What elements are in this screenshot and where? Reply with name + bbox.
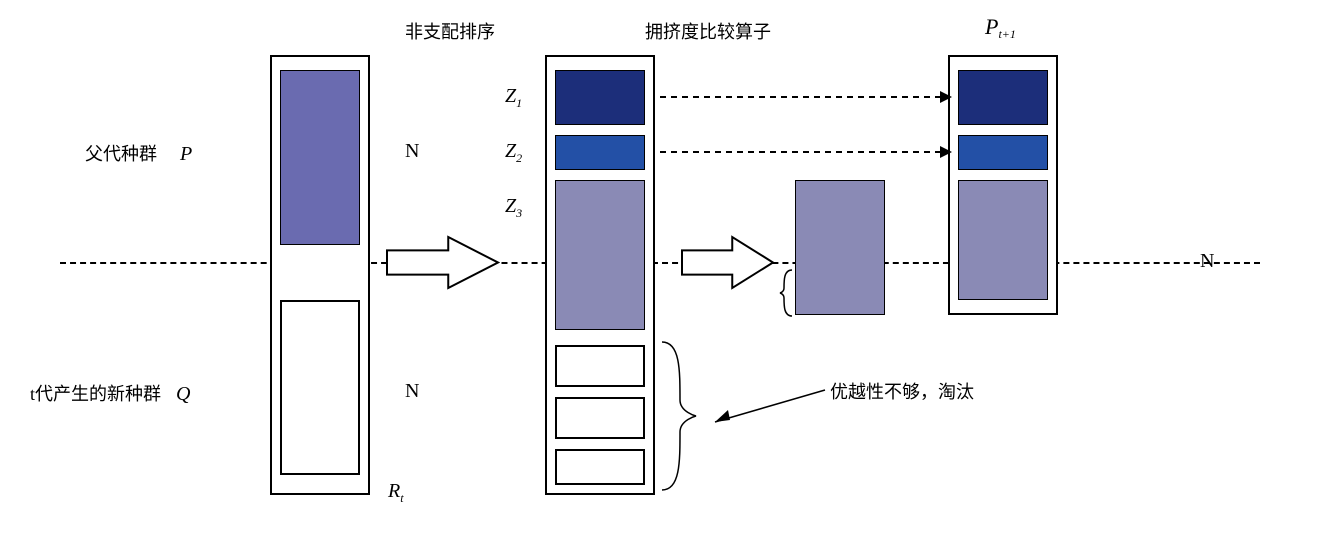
- truncated-block: [795, 180, 885, 315]
- label-Rt: Rt: [388, 480, 404, 506]
- col1-offspring-block: [280, 300, 360, 475]
- label-N-bottom-text: N: [405, 380, 419, 402]
- label-offspring-text: t代产生的新种群: [30, 384, 161, 404]
- label-Z1: Z1: [505, 85, 522, 111]
- label-Z2-Z: Z: [505, 140, 516, 162]
- col3-front2-block: [958, 135, 1048, 170]
- header-sort-text: 非支配排序: [405, 22, 495, 42]
- col1-parent-block: [280, 70, 360, 245]
- label-P: P: [180, 143, 192, 165]
- arrow-sort: [385, 235, 500, 290]
- label-offspring-pop: t代产生的新种群 Q: [30, 380, 190, 406]
- header-pnext-sub: t+1: [998, 27, 1015, 41]
- brace-discard-z3: [778, 268, 796, 318]
- label-N-right: N: [1200, 250, 1214, 273]
- label-parent-pop: 父代种群 P: [85, 140, 192, 166]
- col2-empty1-block: [555, 345, 645, 387]
- label-Z1-Z: Z: [505, 85, 516, 107]
- label-Z3-Z: Z: [505, 195, 516, 217]
- col3-front1-block: [958, 70, 1048, 125]
- header-pnext: Pt+1: [985, 14, 1016, 42]
- label-N-top: N: [405, 140, 419, 163]
- label-Z1-sub: 1: [516, 96, 522, 110]
- label-eliminated-text: 优越性不够，淘汰: [830, 382, 974, 402]
- arrow-eliminated: [700, 380, 830, 430]
- col2-front2-block: [555, 135, 645, 170]
- col2-front3-block: [555, 180, 645, 330]
- header-pnext-P: P: [985, 14, 998, 39]
- brace-eliminated: [660, 340, 700, 492]
- dashed-arrow-z1: [660, 89, 952, 105]
- header-crowd-text: 拥挤度比较算子: [645, 22, 771, 42]
- midline-dash: [60, 262, 1260, 264]
- label-Q: Q: [176, 383, 190, 405]
- col2-empty2-block: [555, 397, 645, 439]
- label-Rt-sub: t: [400, 491, 403, 505]
- dashed-arrow-z2: [660, 144, 952, 160]
- label-parent-text: 父代种群: [85, 144, 157, 164]
- header-crowd: 拥挤度比较算子: [645, 18, 771, 44]
- label-Z2-sub: 2: [516, 151, 522, 165]
- label-eliminated: 优越性不够，淘汰: [830, 378, 974, 404]
- label-N-bottom: N: [405, 380, 419, 403]
- label-Rt-R: R: [388, 480, 400, 502]
- label-Z3: Z3: [505, 195, 522, 221]
- label-Z3-sub: 3: [516, 206, 522, 220]
- col2-front1-block: [555, 70, 645, 125]
- col3-front3-block: [958, 180, 1048, 300]
- col2-empty3-block: [555, 449, 645, 485]
- label-N-right-text: N: [1200, 250, 1214, 272]
- label-Z2: Z2: [505, 140, 522, 166]
- header-sort: 非支配排序: [405, 18, 495, 44]
- arrow-crowd: [680, 235, 775, 290]
- label-N-top-text: N: [405, 140, 419, 162]
- diagram-stage: 非支配排序 拥挤度比较算子 Pt+1 父代种群 P t代产生的新种群 Q N N…: [0, 0, 1321, 535]
